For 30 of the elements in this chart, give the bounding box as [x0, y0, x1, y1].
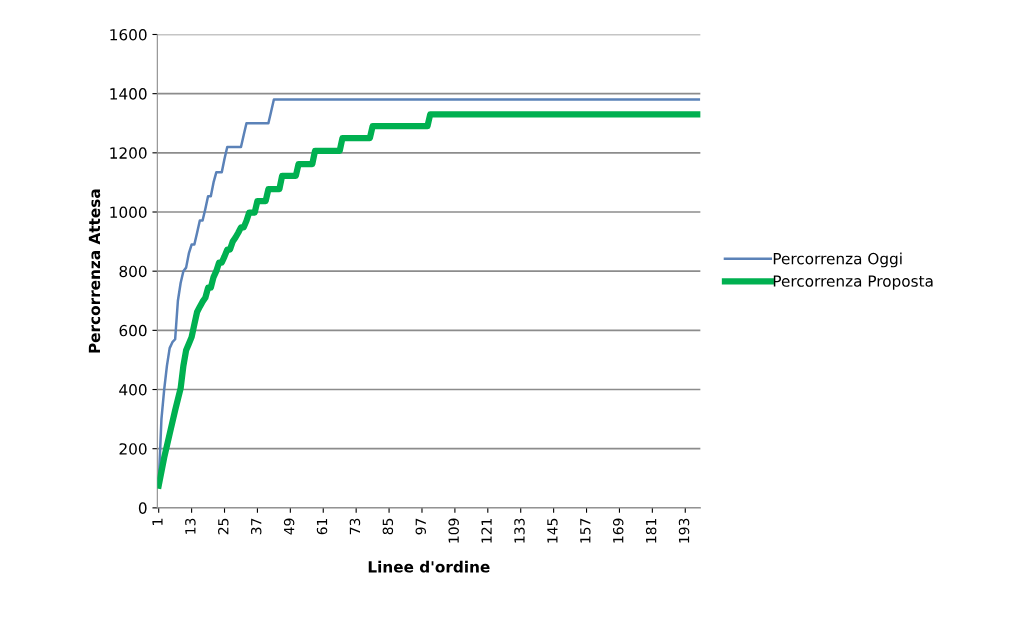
y-tick-label: 0 — [138, 502, 147, 514]
y-tick-label: 200 — [119, 443, 147, 455]
legend-label: Percorrenza Oggi — [773, 252, 902, 268]
x-tick-label: 109 — [448, 518, 459, 543]
x-tick-label: 97 — [415, 518, 427, 535]
y-axis-title: Percorrenza Attesa — [88, 189, 101, 353]
y-tick-label: 1600 — [110, 28, 147, 41]
x-tick-label: 61 — [316, 518, 328, 535]
x-tick-label: 193 — [678, 518, 690, 543]
y-tick-label: 800 — [119, 265, 147, 278]
x-tick-label: 13 — [185, 518, 196, 534]
x-tick-label: 25 — [218, 518, 229, 535]
x-axis-title: Linee d'ordine — [368, 560, 490, 573]
x-tick-label: 181 — [645, 518, 657, 543]
x-tick-label: 157 — [580, 518, 591, 543]
x-tick-label: 145 — [547, 518, 558, 543]
y-tick-label: 1200 — [110, 147, 147, 159]
y-tick-label: 1400 — [110, 88, 147, 100]
x-tick-label: 85 — [382, 518, 394, 535]
x-tick-label: 73 — [349, 518, 361, 535]
x-tick-label: 37 — [250, 518, 262, 535]
x-tick-label: 121 — [481, 518, 492, 543]
x-tick-label: 49 — [283, 518, 295, 535]
legend-label: Percorrenza Proposta — [773, 275, 933, 290]
x-tick-label: 1 — [152, 518, 163, 525]
x-tick-label: 169 — [612, 518, 624, 543]
y-tick-label: 400 — [119, 383, 147, 396]
y-tick-label: 1000 — [110, 206, 147, 219]
y-tick-label: 600 — [119, 324, 147, 337]
x-tick-label: 133 — [514, 518, 525, 543]
